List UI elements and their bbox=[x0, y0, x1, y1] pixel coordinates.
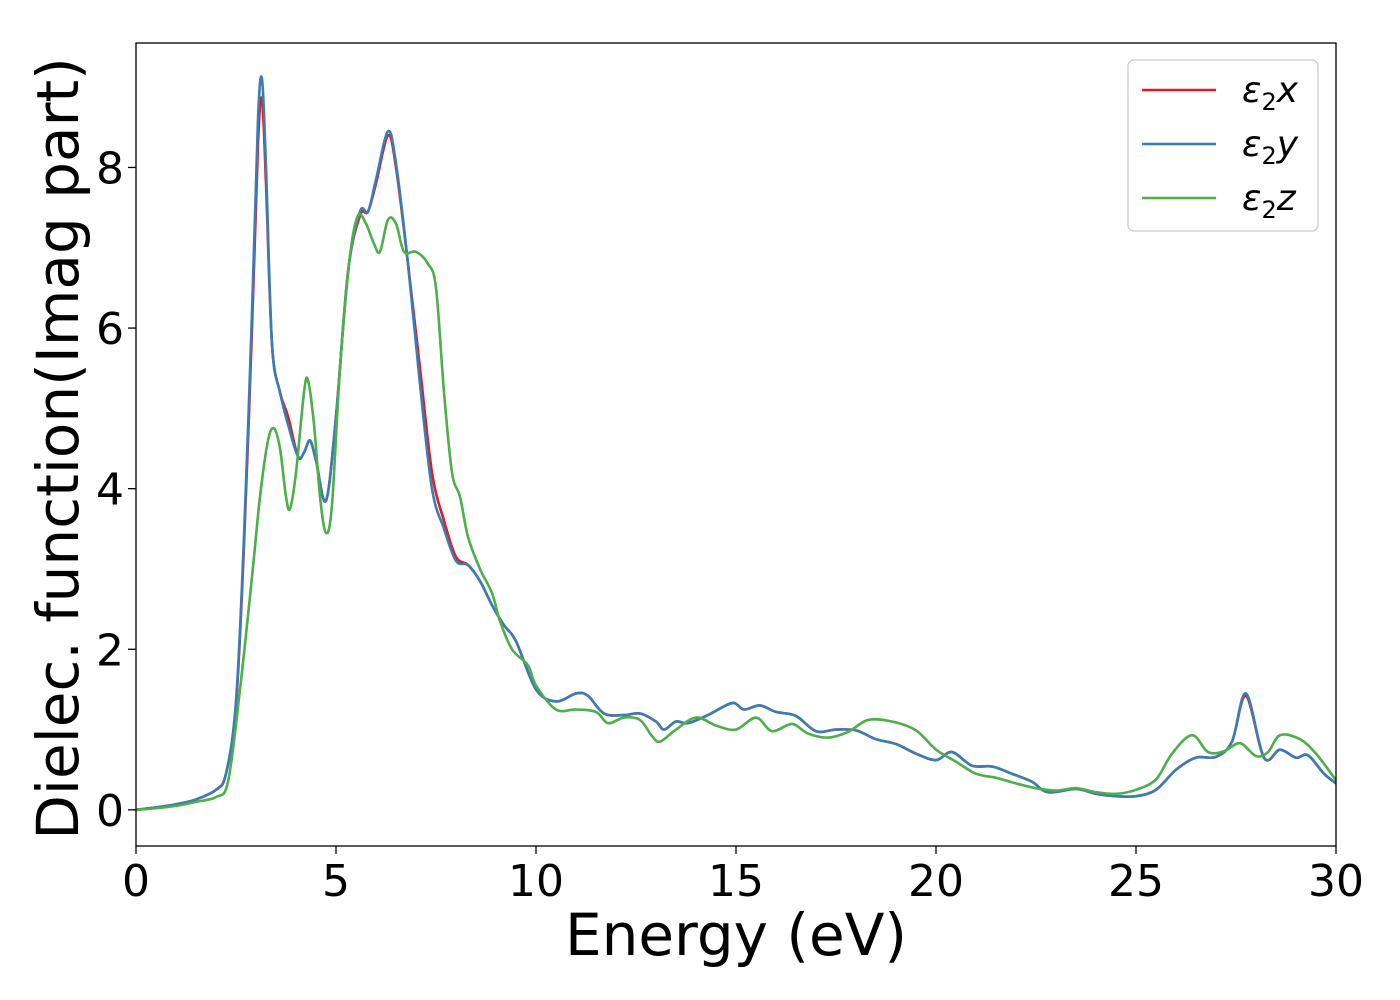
y-tick-label: 8 bbox=[96, 143, 124, 194]
x-tick-label: 25 bbox=[1108, 856, 1164, 907]
legend: ε2x ε2y ε2z bbox=[1127, 59, 1319, 232]
y-tick-label: 0 bbox=[96, 786, 124, 837]
y-axis: 0 2 4 6 8 bbox=[96, 143, 136, 837]
x-tick-label: 30 bbox=[1308, 856, 1364, 907]
x-axis-title: Energy (eV) bbox=[565, 901, 907, 969]
legend-label-z: ε2z bbox=[1242, 178, 1297, 224]
x-tick-label: 20 bbox=[908, 856, 964, 907]
x-axis: 0 5 10 15 20 25 30 bbox=[122, 846, 1364, 907]
x-tick-label: 5 bbox=[322, 856, 350, 907]
legend-label-x: ε2x bbox=[1242, 70, 1299, 116]
series-layer bbox=[136, 75, 1336, 812]
y-tick-label: 4 bbox=[96, 465, 124, 516]
x-tick-label: 0 bbox=[122, 856, 150, 907]
legend-label-y: ε2y bbox=[1242, 124, 1299, 170]
series-line-z bbox=[136, 212, 1336, 812]
x-tick-label: 15 bbox=[708, 856, 764, 907]
y-tick-label: 2 bbox=[96, 625, 124, 676]
y-axis-title: Dielec. function(Imag part) bbox=[24, 57, 92, 840]
legend-box bbox=[1127, 59, 1319, 232]
y-tick-label: 6 bbox=[96, 304, 124, 355]
x-tick-label: 10 bbox=[508, 856, 564, 907]
